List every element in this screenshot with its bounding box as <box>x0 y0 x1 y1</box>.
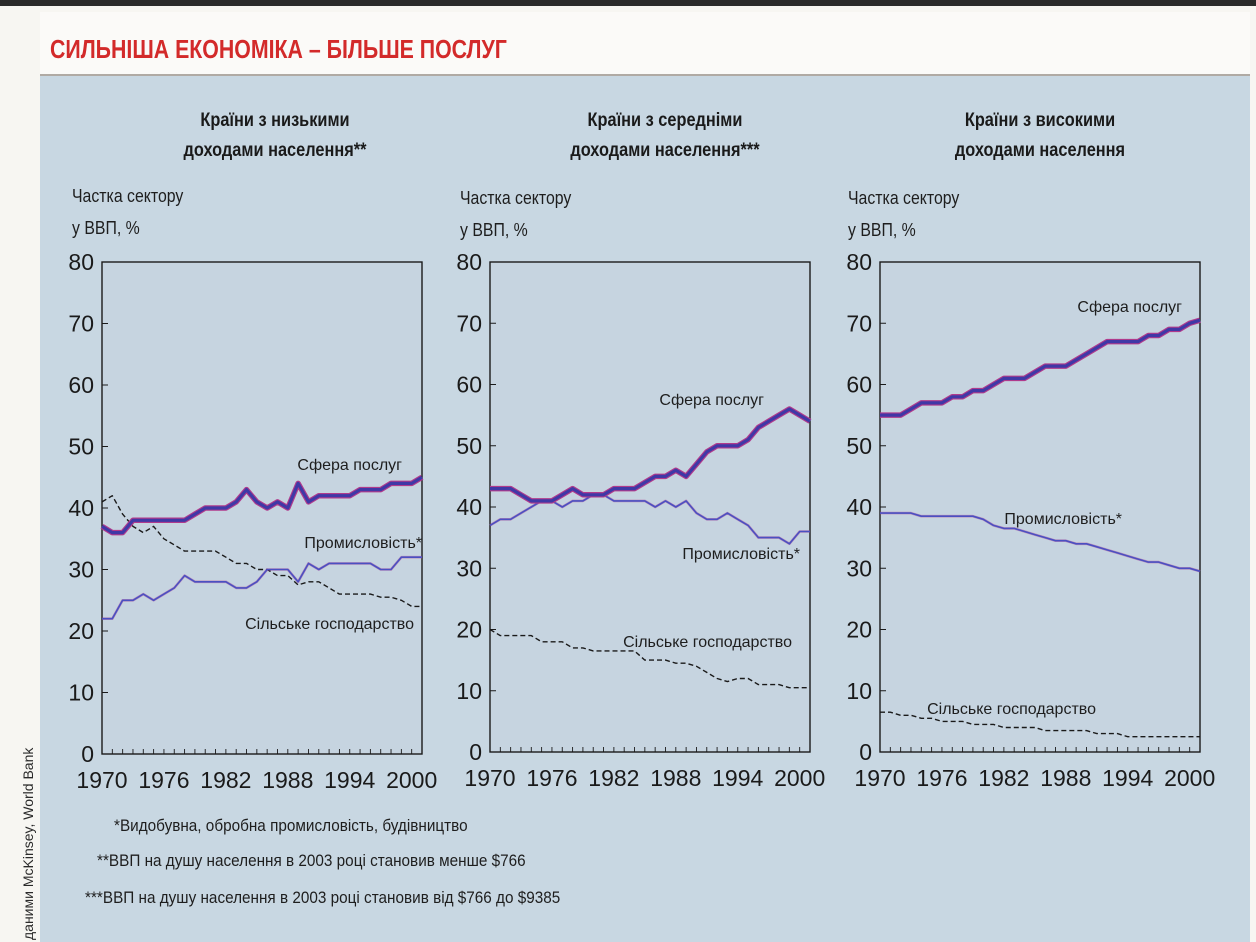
series-line-industry <box>102 556 422 620</box>
x-tick-label: 2000 <box>774 765 825 791</box>
y-tick-label: 40 <box>456 494 482 520</box>
y-tick-label: 30 <box>68 557 94 583</box>
series-line-services <box>880 318 1201 417</box>
chart-3-title-line-2: доходами населення <box>954 140 1126 161</box>
series-line-industry <box>880 512 1201 573</box>
y-tick-label: 40 <box>846 494 872 520</box>
y-tick-label: 0 <box>81 741 94 767</box>
chart-3-y-axis-label-line-2: у ВВП, % <box>848 220 916 240</box>
x-tick-label: 2000 <box>386 767 437 793</box>
chart-2-y-axis-label: Частка сектору у ВВП, % <box>460 182 571 246</box>
footnote-low-income: **ВВП на душу населення в 2003 році стан… <box>97 851 526 870</box>
y-tick-label: 50 <box>68 434 94 460</box>
chart-2-middle-income: 0 10 20 30 40 50 60 70 80 1970 1976 1982 1988 1994 200… <box>456 249 825 791</box>
series-label-services: Сфера послуг <box>297 457 402 474</box>
x-tick-label: 1994 <box>324 767 375 793</box>
chart-3-title-line-1: Країни з високими <box>964 110 1116 131</box>
y-tick-label: 10 <box>846 678 872 704</box>
x-tick-label: 1994 <box>712 765 763 791</box>
y-tick-label: 70 <box>456 310 482 336</box>
y-tick-label: 10 <box>456 678 482 704</box>
series-line-agriculture-base <box>489 628 810 689</box>
y-tick-label: 80 <box>846 249 872 275</box>
x-tick-label: 1982 <box>200 767 251 793</box>
x-tick-label: 1970 <box>464 765 515 791</box>
y-tick-label: 20 <box>456 617 482 643</box>
chart-3-y-axis-label: Частка сектору у ВВП, % <box>848 182 959 246</box>
chart-1-title-line-1: Країни з низькими <box>200 110 350 131</box>
chart-1-y-axis-label: Частка сектору у ВВП, % <box>72 180 183 244</box>
chart-2-title-line-1: Країни з середніми <box>587 110 743 131</box>
y-tick-label: 50 <box>846 433 872 459</box>
chart-1-title-line-2: доходами населення** <box>183 140 367 161</box>
series-line-services <box>101 475 423 535</box>
series-line-agriculture-base <box>101 495 422 608</box>
source-credit: даними McKinsey, World Bank <box>20 747 36 940</box>
header-bar: СИЛЬНІША ЕКОНОМІКА – БІЛЬШЕ ПОСЛУГ <box>40 12 1250 76</box>
x-tick-label: 1976 <box>138 767 189 793</box>
y-tick-label: 80 <box>456 249 482 275</box>
y-tick-label: 40 <box>68 495 94 521</box>
series-label-industry: Промисловість* <box>1004 511 1122 528</box>
y-tick-label: 80 <box>68 249 94 275</box>
page-title: СИЛЬНІША ЕКОНОМІКА – БІЛЬШЕ ПОСЛУГ <box>50 34 507 64</box>
x-tick-label: 1970 <box>76 767 127 793</box>
chart-2-title: Країни з середніми доходами населення*** <box>536 106 794 166</box>
y-tick-label: 0 <box>469 739 482 765</box>
series-label-industry: Промисловість* <box>304 535 422 552</box>
series-line-agriculture-base <box>880 711 1200 738</box>
chart-3-high-income: 0 10 20 30 40 50 60 70 80 1970 1976 1982 1988 1994 200… <box>846 249 1215 791</box>
series-label-agriculture: Сільське господарство <box>927 701 1096 718</box>
chart-1-title: Країни з низькими доходами населення** <box>150 106 399 166</box>
footnote-industry: *Видобувна, обробна промисловість, будів… <box>114 816 468 835</box>
x-tick-label: 1982 <box>588 765 639 791</box>
x-tick-label: 1988 <box>1040 765 1091 791</box>
series-label-services: Сфера послуг <box>659 392 764 409</box>
footnote-middle-income: ***ВВП на душу населення в 2003 році ста… <box>85 888 561 907</box>
chart-1-y-axis-label-line-1: Частка сектору <box>72 186 184 206</box>
series-line-services <box>490 407 811 503</box>
chart-2-y-axis-label-line-1: Частка сектору <box>460 188 572 208</box>
x-tick-label: 1976 <box>526 765 577 791</box>
chart-2-y-axis-label-line-2: у ВВП, % <box>460 220 528 240</box>
y-tick-label: 0 <box>859 739 872 765</box>
y-tick-label: 30 <box>456 555 482 581</box>
x-tick-label: 1976 <box>916 765 967 791</box>
x-tick-label: 2000 <box>1164 765 1215 791</box>
y-tick-label: 70 <box>846 310 872 336</box>
x-tick-label: 1988 <box>262 767 313 793</box>
series-label-services: Сфера послуг <box>1077 299 1182 316</box>
chart-3-title: Країни з високими доходами населення <box>920 106 1161 166</box>
y-tick-label: 60 <box>68 372 94 398</box>
series-label-industry: Промисловість* <box>682 546 800 563</box>
y-tick-label: 60 <box>846 372 872 398</box>
x-tick-label: 1970 <box>854 765 905 791</box>
x-tick-label: 1988 <box>650 765 701 791</box>
series-label-agriculture: Сільське господарство <box>245 616 414 633</box>
plot-area <box>879 261 1201 753</box>
y-tick-label: 10 <box>68 680 94 706</box>
top-border-bar <box>0 0 1256 6</box>
x-tick-label: 1994 <box>1102 765 1153 791</box>
chart-2-title-line-2: доходами населення*** <box>570 140 760 161</box>
y-tick-label: 70 <box>68 311 94 337</box>
chart-1-y-axis-label-line-2: у ВВП, % <box>72 218 140 238</box>
y-tick-label: 60 <box>456 372 482 398</box>
x-tick-label: 1982 <box>978 765 1029 791</box>
series-label-agriculture: Сільське господарство <box>623 634 792 651</box>
y-tick-label: 50 <box>456 433 482 459</box>
plot-area <box>489 261 811 753</box>
y-tick-label: 30 <box>846 555 872 581</box>
y-tick-label: 20 <box>68 618 94 644</box>
chart-1-low-income: 0 10 20 30 40 50 60 70 80 1970 1976 1982 1988 1994 200… <box>68 249 437 793</box>
chart-3-y-axis-label-line-1: Частка сектору <box>848 188 960 208</box>
y-tick-label: 20 <box>846 617 872 643</box>
